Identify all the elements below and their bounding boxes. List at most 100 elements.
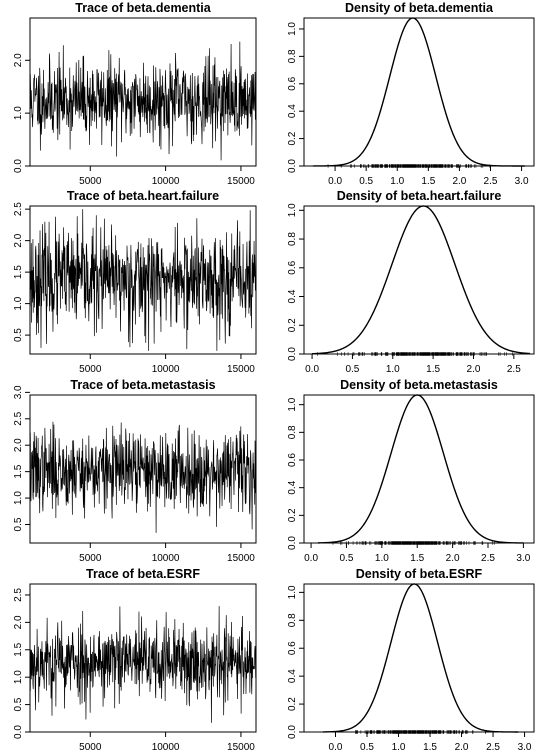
y-tick-label: 0.6	[287, 641, 298, 655]
y-tick-label: 1.0	[287, 22, 298, 36]
y-tick-label: 2.0	[13, 615, 24, 629]
y-tick-label: 0.6	[287, 76, 298, 90]
x-tick-label: 10000	[152, 742, 180, 753]
x-tick-label: 15000	[227, 553, 255, 564]
y-tick-label: 1.0	[287, 203, 298, 217]
rug-marks	[327, 164, 491, 168]
chart-title: Trace of beta.dementia	[75, 1, 212, 15]
y-tick-label: 2.0	[13, 233, 24, 247]
y-tick-label: 0.0	[287, 347, 298, 361]
y-tick-label: 1.0	[13, 296, 24, 310]
chart-title: Density of beta.dementia	[345, 1, 494, 15]
x-tick-label: 0.0	[328, 176, 342, 187]
y-tick-label: 0.8	[287, 613, 298, 627]
x-tick-label: 0.5	[359, 176, 373, 187]
y-tick-label: 1.0	[13, 670, 24, 684]
panel-7: Trace of beta.ESRF 5000 10000 15000 0.0 0.5 1.…	[13, 567, 257, 753]
y-tick-label: 2.5	[13, 588, 24, 602]
x-tick-label: 10000	[152, 364, 180, 375]
x-tick-label: 0.0	[305, 364, 319, 375]
chart-title: Density of beta.metastasis	[340, 378, 498, 392]
y-tick-label: 2.0	[13, 53, 24, 67]
x-tick-label: 5000	[79, 742, 102, 753]
chart-title: Trace of beta.metastasis	[70, 378, 215, 392]
rug-marks	[355, 730, 486, 734]
x-tick-label: 2.5	[486, 742, 500, 753]
y-tick-label: 1.0	[13, 106, 24, 120]
y-tick-label: 2.0	[13, 438, 24, 452]
panel-6: Density of beta.metastasis 0.0 0.5 1.0 1.5 2.…	[287, 378, 535, 564]
x-tick-label: 3.0	[515, 176, 529, 187]
panel-3: Trace of beta.heart.failure 5000 10000 1500…	[13, 189, 257, 375]
y-tick-label: 1.0	[287, 585, 298, 599]
x-tick-label: 1.0	[390, 176, 404, 187]
y-tick-label: 0.0	[287, 159, 298, 173]
x-tick-label: 3.0	[516, 553, 530, 564]
y-tick-label: 0.0	[13, 725, 24, 739]
trace-line	[29, 421, 257, 533]
rug-marks	[317, 352, 513, 356]
y-tick-label: 0.8	[287, 49, 298, 63]
y-tick-label: 0.4	[287, 104, 298, 118]
y-tick-label: 0.4	[287, 480, 298, 494]
x-tick-label: 3.0	[518, 742, 532, 753]
plot-frame	[303, 205, 535, 355]
x-tick-label: 0.5	[340, 553, 354, 564]
x-tick-label: 1.5	[410, 553, 424, 564]
x-tick-label: 0.0	[329, 742, 343, 753]
y-tick-label: 2.5	[13, 202, 24, 216]
x-tick-label: 10000	[152, 176, 180, 187]
y-tick-label: 0.6	[287, 453, 298, 467]
y-tick-label: 0.2	[287, 508, 298, 522]
y-tick-label: 0.8	[287, 232, 298, 246]
x-tick-label: 15000	[227, 364, 255, 375]
x-tick-label: 2.5	[507, 364, 521, 375]
density-curve	[318, 394, 524, 544]
x-tick-label: 1.5	[426, 364, 440, 375]
x-tick-label: 0.5	[345, 364, 359, 375]
chart-title: Trace of beta.ESRF	[86, 567, 200, 581]
y-tick-label: 1.0	[287, 397, 298, 411]
density-curve	[312, 205, 531, 355]
y-tick-label: 0.2	[287, 697, 298, 711]
y-tick-label: 1.0	[13, 491, 24, 505]
x-tick-label: 0.0	[304, 553, 318, 564]
chart-title: Density of beta.ESRF	[356, 567, 483, 581]
x-tick-label: 1.5	[421, 176, 435, 187]
y-tick-label: 0.0	[287, 536, 298, 550]
x-tick-label: 2.5	[484, 176, 498, 187]
x-tick-label: 2.0	[467, 364, 481, 375]
y-tick-label: 0.8	[287, 425, 298, 439]
trace-line	[29, 41, 257, 161]
x-tick-label: 1.0	[392, 742, 406, 753]
y-tick-label: 0.2	[287, 318, 298, 332]
y-tick-label: 1.5	[13, 464, 24, 478]
y-tick-label: 0.0	[287, 725, 298, 739]
y-tick-label: 2.5	[13, 411, 24, 425]
y-tick-label: 1.5	[13, 265, 24, 279]
x-tick-label: 0.5	[360, 742, 374, 753]
x-tick-label: 10000	[152, 553, 180, 564]
x-tick-label: 1.5	[423, 742, 437, 753]
panel-8: Density of beta.ESRF 0.0 0.5 1.0 1.5 2.0 2.5 3.…	[287, 567, 535, 753]
y-tick-label: 0.5	[13, 517, 24, 531]
y-tick-label: 0.6	[287, 260, 298, 274]
x-tick-label: 2.0	[455, 742, 469, 753]
x-tick-label: 15000	[227, 742, 255, 753]
x-tick-label: 2.0	[446, 553, 460, 564]
y-tick-label: 1.5	[13, 642, 24, 656]
x-tick-label: 15000	[227, 176, 255, 187]
x-tick-label: 5000	[79, 364, 102, 375]
y-tick-label: 0.2	[287, 131, 298, 145]
density-curve	[313, 17, 525, 167]
x-tick-label: 2.5	[481, 553, 495, 564]
x-tick-label: 1.0	[386, 364, 400, 375]
y-tick-label: 0.0	[13, 159, 24, 173]
x-tick-label: 2.0	[452, 176, 466, 187]
x-tick-label: 1.0	[375, 553, 389, 564]
x-tick-label: 5000	[79, 176, 102, 187]
panel-4: Density of beta.heart.failure 0.0 0.5 1.0 1.…	[287, 189, 535, 375]
y-tick-label: 0.5	[13, 697, 24, 711]
